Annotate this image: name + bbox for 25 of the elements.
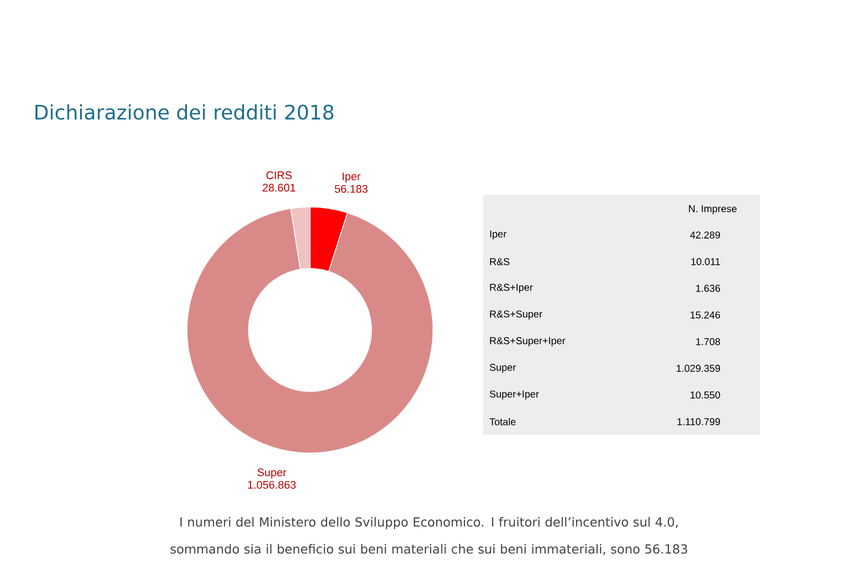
category-label: R&S [490, 258, 510, 266]
category-label: R&S+Iper [490, 284, 533, 293]
category-label: R&S+Super+Iper [490, 337, 566, 346]
text: 1.029.359 [676, 364, 720, 372]
text: I numeri del Ministero dello Sviluppo Economico. I fruitori dell’incentivo sul 4.0, sommando sia il beneficio sui beni materiali che sui beni immateriali, sono 56.183 [170, 517, 688, 555]
text: 10.011 [691, 258, 720, 266]
data-label: 28.601 [262, 184, 296, 192]
chart-title: Dichiarazione dei redditi 2018 [36, 104, 334, 120]
text: 42.289 [690, 231, 720, 239]
data-label: 56.183 [334, 185, 368, 193]
text: 1.708 [696, 338, 720, 346]
text: 1.636 [696, 284, 720, 292]
category-label: Totale [490, 418, 516, 426]
category-label: Super+Iper [490, 390, 539, 400]
text: 10.550 [690, 391, 720, 399]
category-label: Iper [490, 230, 506, 240]
category-label: R&S+Super [490, 310, 542, 320]
slice-label: CIRS [266, 171, 292, 180]
slice-label: Iper [342, 172, 360, 182]
text: 1.110.799 [677, 418, 720, 426]
text: N. Imprese [689, 205, 737, 214]
text: 15.246 [690, 311, 720, 319]
slice-label: Super [258, 468, 286, 478]
category-label: Super [490, 364, 516, 373]
data-label: 1.056.863 [248, 480, 296, 489]
